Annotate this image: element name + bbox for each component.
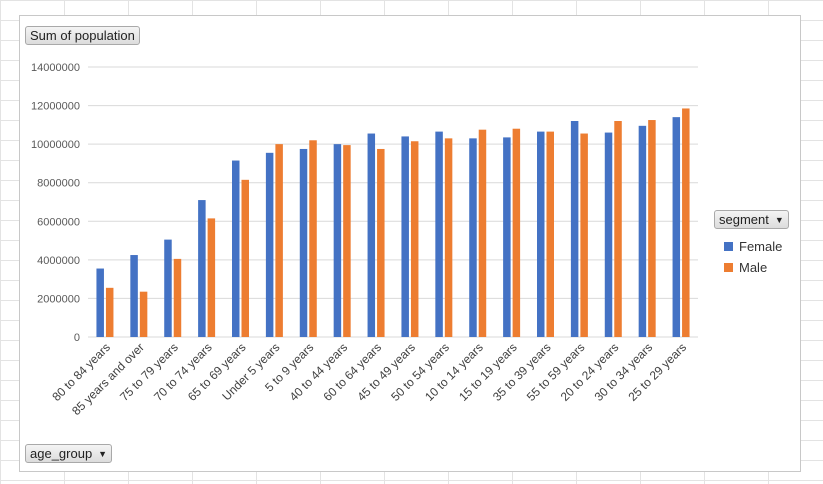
legend-item-female[interactable]: Female bbox=[724, 236, 782, 257]
bar-female bbox=[672, 117, 681, 338]
bar-female bbox=[503, 137, 511, 337]
bar-male bbox=[207, 218, 216, 337]
bar-male bbox=[343, 145, 351, 337]
value-field-button[interactable]: Sum of population bbox=[25, 26, 140, 45]
bar-female bbox=[469, 138, 477, 337]
row-field-label: age_group bbox=[30, 446, 93, 461]
bar-male bbox=[377, 148, 385, 337]
bar-female bbox=[164, 239, 172, 337]
bar-male bbox=[241, 179, 249, 337]
bar-female bbox=[198, 200, 206, 337]
y-tick-label: 0 bbox=[74, 332, 80, 344]
bar-male bbox=[444, 138, 453, 337]
bar-male bbox=[512, 128, 521, 337]
value-field-label: Sum of population bbox=[30, 28, 135, 43]
y-tick-label: 12000000 bbox=[31, 101, 80, 113]
bar-male bbox=[580, 133, 588, 337]
legend-label-male: Male bbox=[739, 259, 768, 275]
legend-item-male[interactable]: Male bbox=[724, 257, 782, 278]
chart-legend: Female Male bbox=[724, 236, 782, 278]
pivot-chart-area[interactable] bbox=[19, 15, 801, 472]
bar-male bbox=[546, 131, 554, 337]
dropdown-arrow-icon[interactable]: ▼ bbox=[774, 215, 784, 225]
dropdown-arrow-icon[interactable]: ▼ bbox=[98, 449, 108, 459]
bar-male bbox=[309, 140, 317, 337]
bar-male bbox=[275, 144, 283, 337]
bar-male bbox=[648, 120, 656, 338]
bar-female bbox=[604, 132, 613, 337]
bar-female bbox=[130, 255, 138, 337]
bar-male bbox=[682, 108, 690, 337]
bar-female bbox=[96, 268, 104, 337]
bar-male bbox=[105, 287, 114, 337]
bar-male bbox=[478, 129, 487, 337]
bar-female bbox=[232, 160, 240, 337]
bar-female bbox=[367, 133, 376, 337]
y-tick-label: 2000000 bbox=[37, 293, 80, 305]
bar-male bbox=[410, 141, 419, 337]
bar-female bbox=[570, 121, 579, 337]
bar-female bbox=[638, 125, 647, 337]
bar-female bbox=[299, 148, 308, 337]
bar-male bbox=[173, 258, 182, 337]
legend-swatch-male bbox=[724, 263, 733, 272]
row-field-button[interactable]: age_group ▼ bbox=[25, 444, 113, 463]
bar-female bbox=[435, 131, 443, 337]
bar-male bbox=[614, 121, 622, 337]
y-tick-label: 4000000 bbox=[37, 255, 80, 267]
legend-label-female: Female bbox=[739, 238, 783, 254]
bar-female bbox=[265, 152, 274, 337]
x-tick-label: 80 to 84 years bbox=[49, 340, 113, 404]
legend-field-button[interactable]: segment ▼ bbox=[714, 210, 789, 229]
legend-field-label: segment bbox=[719, 212, 769, 227]
y-tick-label: 14000000 bbox=[31, 62, 80, 74]
y-tick-label: 10000000 bbox=[31, 139, 80, 151]
legend-swatch-female bbox=[724, 242, 733, 251]
bar-female bbox=[401, 136, 409, 337]
y-tick-label: 6000000 bbox=[37, 216, 80, 228]
bar-female bbox=[537, 131, 545, 337]
bar-male bbox=[139, 291, 148, 337]
bar-female bbox=[333, 144, 342, 337]
y-tick-label: 8000000 bbox=[37, 178, 80, 190]
